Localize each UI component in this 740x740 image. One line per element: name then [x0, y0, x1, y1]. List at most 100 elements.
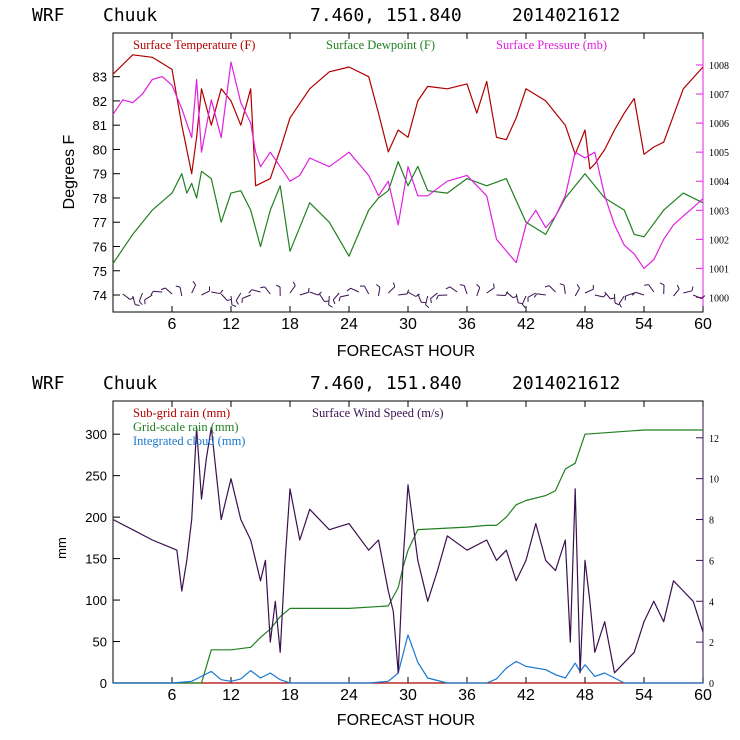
- bottom-y2-tick-label: 12: [709, 434, 719, 445]
- bottom-y-tick-label: 200: [85, 510, 107, 525]
- bottom-x-tick-label: 24: [340, 687, 358, 704]
- top-y2-tick-label: 1008: [709, 61, 729, 72]
- wind-barb: [248, 289, 261, 294]
- wind-barb: [319, 293, 329, 303]
- bottom-y2-tick-label: 10: [709, 475, 719, 486]
- wind-barb: [346, 287, 360, 293]
- wind-barb: [618, 295, 625, 308]
- bottom-y-axis-label: mm: [54, 537, 69, 559]
- wind-barb: [430, 292, 438, 304]
- bottom-x-tick-label: 42: [517, 687, 535, 704]
- top-station-label: Chuuk: [103, 5, 157, 26]
- wind-barb: [230, 295, 237, 307]
- top-y-tick-label: 75: [93, 264, 107, 279]
- wind-barb: [683, 286, 694, 294]
- bottom-axis-ticks: 6 12 18 24 30 36 42 48 54 60050100150200250300024…: [85, 401, 719, 704]
- wind-barb: [150, 290, 163, 296]
- top-y-tick-label: 77: [93, 215, 107, 230]
- wind-barb: [398, 289, 410, 296]
- bottom-x-tick-label: 18: [281, 687, 299, 704]
- wind-barb: [459, 284, 468, 295]
- wind-barb: [309, 291, 322, 296]
- top-x-tick-label: 54: [635, 316, 653, 333]
- top-y-tick-label: 74: [93, 288, 107, 303]
- top-y-tick-label: 83: [93, 70, 107, 85]
- bottom-y2-tick-label: 6: [709, 556, 714, 567]
- wind-barb: [359, 285, 370, 295]
- wind-barb: [584, 284, 594, 294]
- bottom-x-tick-label: 60: [694, 687, 712, 704]
- wind-barb: [659, 282, 665, 295]
- wind-barb: [275, 284, 281, 297]
- bottom-y-tick-label: 150: [85, 552, 107, 567]
- legend-gridscale-rain: Grid-scale rain (mm): [133, 420, 239, 434]
- bottom-x-tick-label: 12: [222, 687, 240, 704]
- wind-barb: [211, 289, 224, 295]
- wind-barb: [191, 281, 197, 294]
- integrated-cloud-line: [113, 634, 703, 684]
- wind-barb: [175, 285, 183, 297]
- bottom-y-tick-label: 300: [85, 427, 107, 442]
- wind-barb: [328, 295, 333, 308]
- bottom-y-tick-label: 100: [85, 593, 107, 608]
- grid-scale-rain-line: [113, 429, 703, 684]
- top-x-tick-label: 30: [399, 316, 417, 333]
- top-x-tick-label: 48: [576, 316, 594, 333]
- top-y2-tick-label: 1004: [709, 177, 729, 188]
- wind-barb: [496, 291, 509, 296]
- wind-barb: [505, 291, 518, 299]
- wind-barb: [289, 281, 296, 294]
- top-y-tick-label: 81: [93, 118, 107, 133]
- bottom-x-tick-label: 48: [576, 687, 594, 704]
- top-series-lines: [112, 54, 704, 269]
- wind-barb: [241, 294, 251, 303]
- wind-barb: [445, 286, 458, 293]
- wind-barb: [533, 293, 546, 298]
- top-x-tick-label: 6: [168, 316, 177, 333]
- bottom-y2-tick-label: 0: [709, 679, 714, 690]
- wind-barb: [375, 284, 381, 297]
- top-init-label: 2014021612: [512, 5, 620, 26]
- wind-barb: [527, 292, 537, 302]
- surface-wind-speed-line: [112, 427, 704, 674]
- wind-barb: [122, 293, 135, 300]
- wind-barb: [338, 294, 350, 302]
- wind-barb: [425, 295, 430, 309]
- wind-barb: [332, 292, 340, 305]
- top-y-tick-label: 78: [93, 191, 107, 206]
- top-x-tick-label: 42: [517, 316, 535, 333]
- bottom-y-tick-label: 50: [93, 635, 107, 650]
- wind-barb: [574, 284, 581, 297]
- bottom-series-lines: [112, 427, 704, 684]
- top-y-tick-label: 82: [93, 94, 107, 109]
- top-y2-tick-label: 1000: [709, 293, 729, 304]
- wind-barb: [604, 291, 615, 300]
- top-y2-tick-label: 1003: [709, 206, 729, 217]
- top-y-axis-label: Degrees F: [61, 134, 78, 209]
- wind-barb: [387, 282, 396, 294]
- legend-surface-dewpoint: Surface Dewpoint (F): [326, 38, 435, 52]
- surface-pressure-line: [112, 61, 704, 269]
- surface-dewpoint-line: [112, 161, 704, 264]
- top-y-tick-label: 76: [93, 239, 107, 254]
- top-x-tick-label: 36: [458, 316, 476, 333]
- wind-barb: [299, 287, 310, 296]
- wind-barb: [235, 292, 242, 305]
- wind-barb: [407, 291, 420, 297]
- bottom-y2-tick-label: 8: [709, 516, 714, 527]
- top-y2-tick-label: 1006: [709, 119, 729, 130]
- wind-barb: [138, 292, 143, 306]
- legend-surface-pressure: Surface Pressure (mb): [496, 38, 607, 52]
- top-y2-tick-label: 1001: [709, 264, 729, 275]
- wind-barb: [160, 287, 173, 295]
- legend-subgrid-rain: Sub-grid rain (mm): [133, 406, 230, 420]
- bottom-station-label: Chuuk: [103, 373, 157, 394]
- bottom-init-label: 2014021612: [512, 373, 620, 394]
- wind-barbs: [122, 281, 706, 309]
- top-y2-tick-label: 1002: [709, 235, 729, 246]
- bottom-y-tick-label: 0: [100, 676, 107, 691]
- bottom-x-axis-label: FORECAST HOUR: [337, 712, 475, 729]
- wind-barb: [417, 293, 426, 304]
- top-y2-tick-label: 1005: [709, 148, 729, 159]
